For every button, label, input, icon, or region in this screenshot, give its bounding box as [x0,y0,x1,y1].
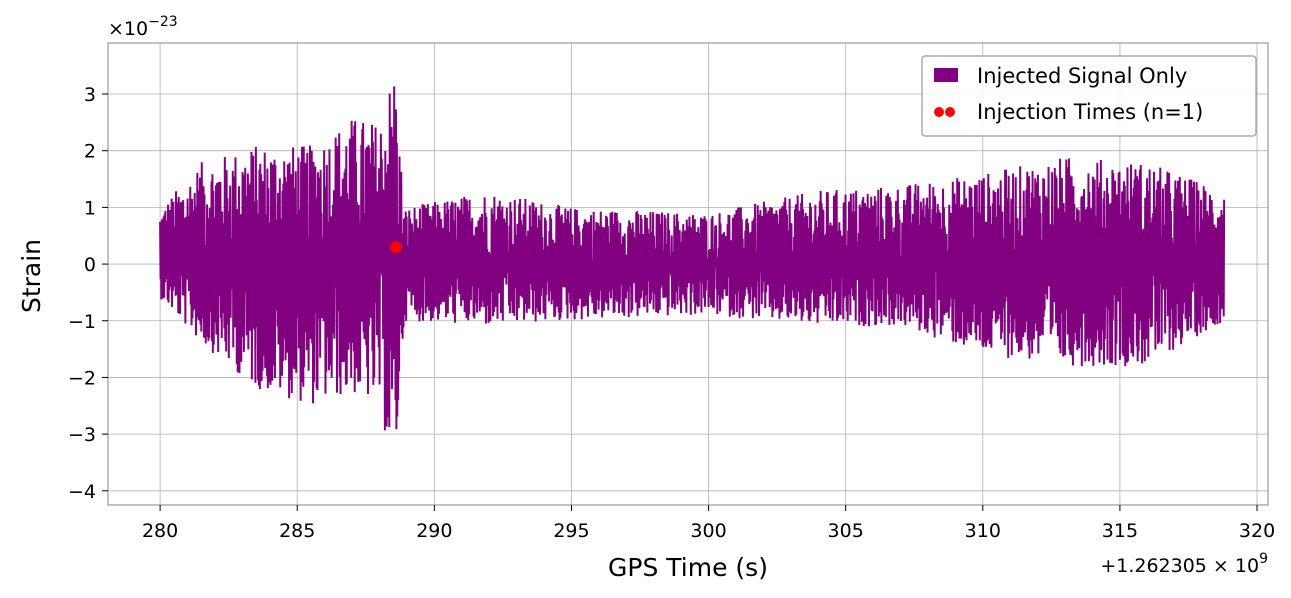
legend-label-injected-signal: Injected Signal Only [977,64,1187,88]
legend: Injected Signal Only Injection Times (n=… [921,55,1257,137]
legend-box [921,55,1257,137]
x-tick-label: 305 [828,520,864,542]
y-axis-title: Strain [17,239,46,313]
x-tick-label: 295 [553,520,589,542]
x-tick-label: 315 [1102,520,1138,542]
x-tick-label: 280 [142,520,178,542]
plot-area [159,86,1226,431]
legend-marker-injection-a [934,107,944,117]
x-tick-label: 290 [416,520,452,542]
x-axis-title: GPS Time (s) [608,553,768,582]
x-tick-label: 285 [279,520,315,542]
x-axis-ticks: 280 285 290 295 300 305 310 315 320 [142,505,1275,542]
series-point-injection-time [389,241,402,254]
x-axis-offset-label: +1.262305 × 109 [1100,551,1268,577]
y-tick-label: −2 [68,367,96,389]
y-tick-label: 0 [84,254,96,276]
y-tick-label: 3 [84,84,96,106]
y-tick-label: 1 [84,197,96,219]
y-tick-label: 2 [84,141,96,163]
series-line-injected-signal [159,86,1226,431]
y-tick-label: −1 [68,311,96,333]
plot-frame [107,42,1269,506]
y-axis-ticks: −4 −3 −2 −1 0 1 2 3 [68,84,108,503]
x-tick-label: 300 [690,520,726,542]
legend-label-injection-times: Injection Times (n=1) [977,100,1203,124]
y-axis-scale-label: ×10−23 [108,14,178,40]
y-tick-label: −4 [68,481,96,503]
legend-swatch-injected-signal [934,68,958,82]
x-tick-label: 310 [965,520,1001,542]
x-tick-label: 320 [1239,520,1275,542]
legend-marker-injection-b [945,107,955,117]
y-tick-label: −3 [68,424,96,446]
